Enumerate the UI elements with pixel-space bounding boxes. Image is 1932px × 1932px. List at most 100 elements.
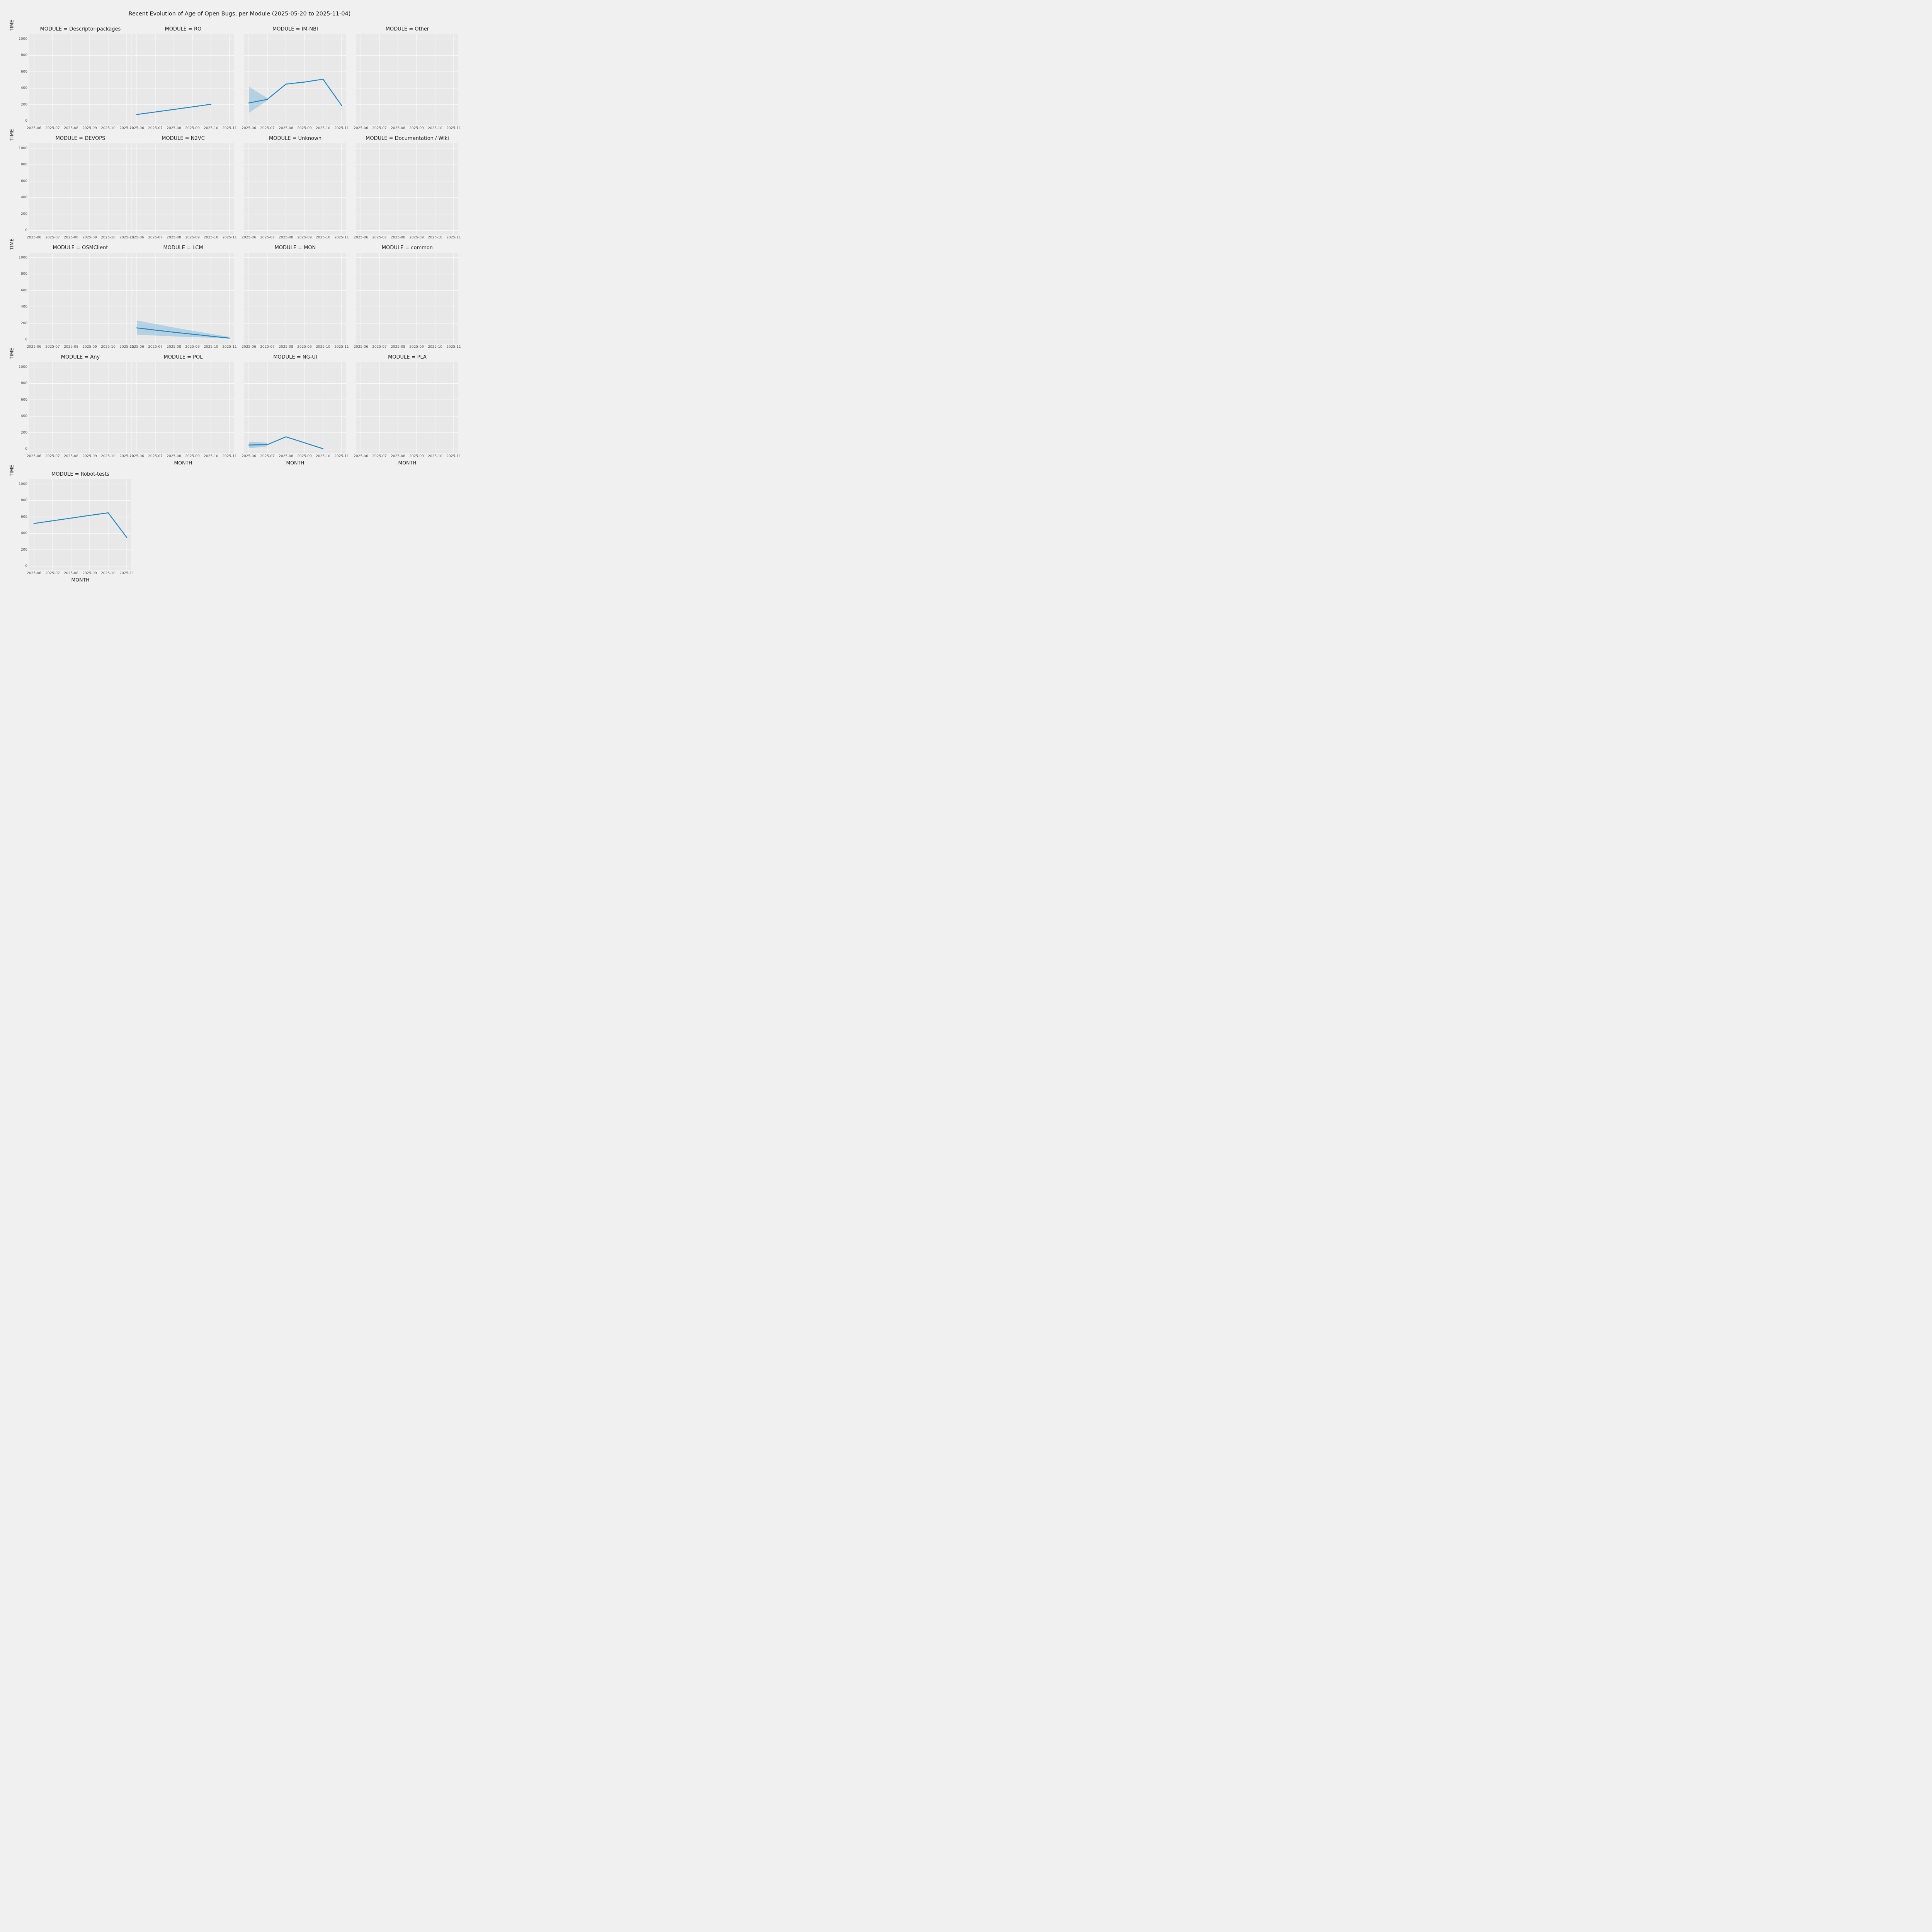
- y-tick-labels: 0 200 400 600 800 1000: [15, 244, 29, 344]
- x-tick-label: 2025-10: [204, 454, 218, 458]
- subplot-title: MODULE = Descriptor-packages: [40, 26, 121, 32]
- x-tick-label: 2025-11: [446, 345, 461, 349]
- x-tick-label: 2025-10: [316, 126, 330, 130]
- y-tick-label: 1000: [19, 255, 27, 260]
- subplot-any: TIME 0 200 400 600 800 1000 MODULE = Any 2025-06…: [9, 348, 134, 467]
- plot-background: [29, 143, 131, 235]
- x-tick-label: 2025-06: [27, 345, 41, 349]
- plot-stack: MODULE = N2VC 2025-06 2025-07 2025-08 2025-0…: [129, 135, 237, 240]
- subplot-n2vc: MODULE = N2VC 2025-06 2025-07 2025-08 2025-0…: [129, 135, 244, 240]
- x-tick-label: 2025-08: [391, 236, 405, 240]
- facet-figure: Recent Evolution of Age of Open Bugs, pe…: [0, 0, 479, 599]
- x-tick-labels: 2025-06 2025-07 2025-08 2025-09 2025-10 2025-…: [242, 453, 349, 459]
- x-tick-labels: 2025-06 2025-07 2025-08 2025-09 2025-10 2025-…: [354, 235, 461, 240]
- plot-area: [244, 34, 346, 125]
- x-tick-labels: 2025-06 2025-07 2025-08 2025-09 2025-10 2025-…: [27, 344, 134, 350]
- x-tick-label: 2025-07: [260, 126, 275, 130]
- x-tick-labels: 2025-06 2025-07 2025-08 2025-09 2025-10 2025-…: [27, 570, 134, 576]
- x-tick-label: 2025-06: [27, 454, 41, 458]
- x-tick-label: 2025-10: [101, 454, 116, 458]
- plot-background: [132, 362, 234, 453]
- y-tick-label: 800: [20, 163, 27, 167]
- y-axis-label-text: TIME: [9, 464, 15, 477]
- x-tick-label: 2025-10: [428, 126, 442, 130]
- x-tick-label: 2025-06: [27, 126, 41, 130]
- plot-stack: MODULE = Any 2025-06 2025-07 2025-08 2025-09…: [27, 354, 134, 459]
- plot-area: [244, 362, 346, 453]
- y-tick-label: 600: [20, 515, 27, 519]
- x-tick-label: 2025-09: [185, 126, 200, 130]
- x-tick-label: 2025-08: [391, 345, 405, 349]
- plot-background: [244, 362, 346, 453]
- y-tick-labels: 0 200 400 600 800 1000: [15, 471, 29, 570]
- x-tick-label: 2025-08: [64, 126, 78, 130]
- x-tick-label: 2025-11: [222, 236, 237, 240]
- x-tick-labels: 2025-06 2025-07 2025-08 2025-09 2025-10 2025-…: [27, 453, 134, 459]
- x-tick-label: 2025-11: [334, 345, 349, 349]
- subplot-devops: TIME 0 200 400 600 800 1000 MODULE = DEVOPS 2025…: [9, 129, 134, 240]
- y-tick-label: 400: [20, 414, 27, 418]
- x-tick-label: 2025-11: [222, 345, 237, 349]
- x-tick-label: 2025-06: [354, 454, 368, 458]
- subplot-common: MODULE = common 2025-06 2025-07 2025-08 2025…: [354, 244, 468, 350]
- subplot-pla: MODULE = PLA 2025-06 2025-07 2025-08 2025-09…: [354, 354, 468, 467]
- subplot-pol: MODULE = POL 2025-06 2025-07 2025-08 2025-09…: [129, 354, 244, 467]
- x-tick-label: 2025-06: [129, 454, 144, 458]
- figure-title: Recent Evolution of Age of Open Bugs, pe…: [128, 11, 351, 17]
- x-tick-label: 2025-06: [242, 345, 256, 349]
- x-tick-label: 2025-11: [119, 454, 134, 458]
- series-line: [136, 327, 230, 339]
- x-tick-label: 2025-07: [45, 454, 60, 458]
- plot-area: [356, 34, 458, 125]
- plot-stack: MODULE = OSMClient 2025-06 2025-07 2025-08 2…: [27, 244, 134, 350]
- x-tick-label: 2025-07: [372, 236, 387, 240]
- y-tick-label: 0: [25, 228, 27, 233]
- plot-stack: MODULE = POL 2025-06 2025-07 2025-08 2025-09…: [129, 354, 237, 467]
- x-tick-label: 2025-11: [446, 126, 461, 130]
- plot-area: [132, 362, 234, 453]
- x-tick-label: 2025-11: [334, 236, 349, 240]
- x-tick-label: 2025-08: [167, 345, 181, 349]
- x-tick-label: 2025-10: [316, 454, 330, 458]
- x-tick-label: 2025-10: [101, 236, 116, 240]
- plot-area: [356, 253, 458, 344]
- x-tick-label: 2025-09: [409, 345, 424, 349]
- x-axis-label: MONTH: [398, 460, 417, 466]
- x-tick-label: 2025-11: [119, 126, 134, 130]
- y-tick-label: 0: [25, 338, 27, 342]
- subplot-robot-tests: TIME 0 200 400 600 800 1000 MODULE = Robot-test…: [9, 465, 134, 584]
- y-tick-label: 400: [20, 86, 27, 90]
- x-tick-label: 2025-06: [242, 454, 256, 458]
- x-tick-label: 2025-09: [82, 454, 97, 458]
- plot-background: [29, 253, 131, 344]
- subplot-title: MODULE = Any: [61, 354, 100, 360]
- x-tick-label: 2025-09: [297, 454, 312, 458]
- y-tick-label: 800: [20, 272, 27, 276]
- x-tick-label: 2025-09: [82, 126, 97, 130]
- x-tick-label: 2025-11: [222, 126, 237, 130]
- x-tick-label: 2025-07: [260, 236, 275, 240]
- x-tick-label: 2025-07: [372, 454, 387, 458]
- plot-area: [132, 143, 234, 235]
- y-tick-label: 800: [20, 381, 27, 386]
- plot-stack: MODULE = Unknown 2025-06 2025-07 2025-08 202…: [242, 135, 349, 240]
- subplot-other: MODULE = Other 2025-06 2025-07 2025-08 2025-…: [354, 26, 468, 131]
- x-tick-label: 2025-11: [334, 454, 349, 458]
- x-tick-labels: 2025-06 2025-07 2025-08 2025-09 2025-10 2025-…: [129, 453, 237, 459]
- subplot-title: MODULE = common: [381, 245, 433, 251]
- plot-area: [29, 253, 131, 344]
- x-tick-label: 2025-09: [297, 345, 312, 349]
- x-tick-label: 2025-10: [101, 345, 116, 349]
- x-tick-label: 2025-09: [82, 571, 97, 575]
- plot-background: [29, 362, 131, 453]
- y-axis-label-text: TIME: [9, 347, 15, 360]
- x-tick-label: 2025-09: [409, 236, 424, 240]
- x-tick-label: 2025-06: [129, 345, 144, 349]
- y-tick-label: 200: [20, 548, 27, 552]
- confidence-band: [249, 87, 267, 113]
- plot-background: [356, 34, 458, 125]
- subplot-unknown: MODULE = Unknown 2025-06 2025-07 2025-08 202…: [242, 135, 356, 240]
- x-tick-label: 2025-06: [129, 236, 144, 240]
- x-tick-label: 2025-06: [242, 236, 256, 240]
- plot-stack: MODULE = Robot-tests 2025-06 2025-07 2025-0…: [27, 471, 134, 584]
